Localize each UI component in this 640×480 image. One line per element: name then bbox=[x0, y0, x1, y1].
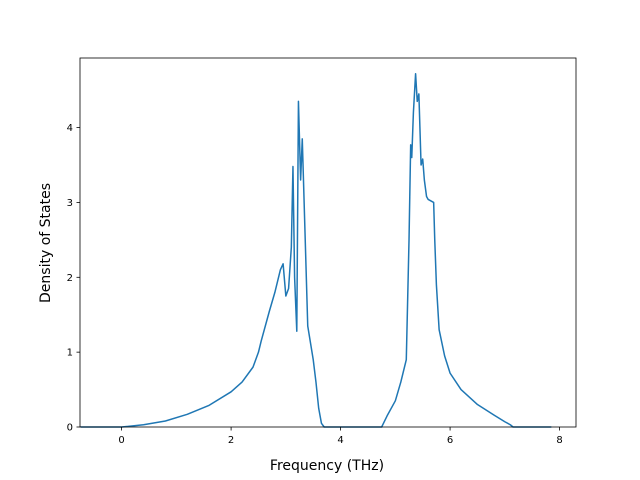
x-tick-label: 2 bbox=[228, 435, 234, 446]
dos-series-line-0 bbox=[80, 72, 552, 428]
y-tick-label: 2 bbox=[67, 273, 73, 284]
x-axis-label: Frequency (THz) bbox=[270, 458, 384, 474]
x-tick-label: 0 bbox=[118, 435, 124, 446]
plot-area bbox=[79, 57, 577, 428]
y-tick-label: 0 bbox=[67, 423, 73, 434]
y-axis-label: Density of States bbox=[38, 183, 54, 303]
y-tick-label: 1 bbox=[67, 348, 73, 359]
y-tick-label: 3 bbox=[67, 198, 73, 209]
x-tick-label: 8 bbox=[556, 435, 562, 446]
axes-frame bbox=[79, 57, 577, 428]
x-axis: 0 2 4 6 8 bbox=[118, 427, 563, 446]
y-tick-label: 4 bbox=[67, 123, 73, 134]
y-axis: 0 1 2 3 4 bbox=[67, 123, 80, 434]
x-tick-label: 6 bbox=[447, 435, 453, 446]
x-tick-label: 4 bbox=[337, 435, 343, 446]
